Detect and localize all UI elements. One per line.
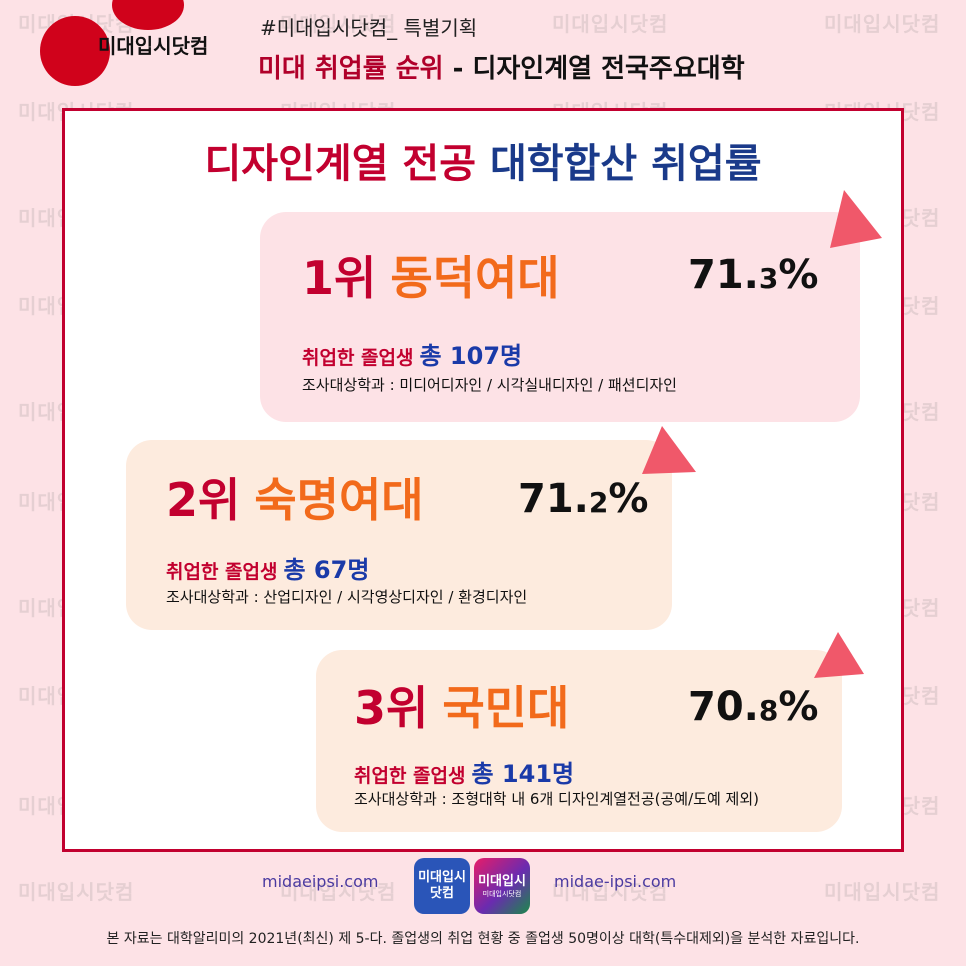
rank-card-1: 1위 동덕여대 71.3% 취업한 졸업생 총 107명 조사대상학과 : 미디어디…	[260, 212, 860, 422]
rank-label: 3위 국민대	[354, 672, 569, 738]
app-icon-line1: 미대입시	[418, 870, 466, 886]
departments: 조사대상학과 : 조형대학 내 6개 디자인계열전공(공예/도예 제외)	[354, 790, 759, 808]
graduates-line: 취업한 졸업생 총 107명	[302, 336, 522, 371]
rank-number: 3위	[354, 681, 429, 735]
rank-card-2: 2위 숙명여대 71.2% 취업한 졸업생 총 67명 조사대상학과 : 산업디자인…	[126, 440, 672, 630]
graduates-label: 취업한 졸업생	[354, 765, 466, 787]
watermark-text: 미대입시닷컴	[552, 12, 669, 36]
employment-rate: 70.8%	[688, 684, 818, 730]
logo-circle-small	[112, 0, 184, 30]
rank-label: 2위 숙명여대	[166, 464, 424, 530]
school-name: 숙명여대	[254, 473, 424, 527]
departments: 조사대상학과 : 미디어디자인 / 시각실내디자인 / 패션디자인	[302, 376, 677, 394]
frame-title-red: 디자인계열 전공	[204, 141, 477, 187]
rank-number: 1위	[302, 251, 377, 305]
page-title-rest: - 디자인계열 전국주요대학	[443, 54, 745, 84]
graduates-label: 취업한 졸업생	[302, 347, 414, 369]
rate-integer: 71.	[688, 252, 759, 298]
site-link-right[interactable]: midae-ipsi.com	[554, 872, 677, 891]
employment-rate: 71.2%	[518, 476, 648, 522]
departments: 조사대상학과 : 산업디자인 / 시각영상디자인 / 환경디자인	[166, 588, 528, 606]
rate-decimal: 8	[758, 694, 779, 727]
rate-unit: %	[778, 252, 819, 298]
page-title: 미대 취업률 순위 - 디자인계열 전국주요대학	[258, 48, 745, 85]
frame-title-blue: 대학합산 취업률	[489, 141, 762, 187]
footnote: 본 자료는 대학알리미의 2021년(최신) 제 5-다. 졸업생의 취업 현황…	[106, 931, 860, 947]
frame-title: 디자인계열 전공 대학합산 취업률	[65, 131, 901, 189]
app-icon-midaeipsi-alt[interactable]: 미대입시 미대입시닷컴	[474, 858, 530, 914]
employment-rate: 71.3%	[688, 252, 818, 298]
rate-unit: %	[778, 684, 819, 730]
graduates-label: 취업한 졸업생	[166, 561, 278, 583]
graduates-total: 총 67명	[283, 556, 370, 584]
app-icon-line2: 미대입시닷컴	[482, 889, 522, 898]
triangle-icon	[830, 190, 882, 248]
rank-number: 2위	[166, 473, 241, 527]
rate-decimal: 3	[758, 262, 779, 295]
watermark-text: 미대입시닷컴	[824, 12, 941, 36]
rank-label: 1위 동덕여대	[302, 242, 560, 308]
page-title-highlight: 미대 취업률 순위	[258, 54, 444, 84]
graduates-total: 총 141명	[471, 760, 575, 788]
graduates-total: 총 107명	[419, 342, 523, 370]
graduates-line: 취업한 졸업생 총 67명	[166, 550, 369, 585]
logo-text: 미대입시닷컴	[98, 34, 209, 58]
rate-unit: %	[608, 476, 649, 522]
graduates-line: 취업한 졸업생 총 141명	[354, 754, 574, 789]
rank-card-3: 3위 국민대 70.8% 취업한 졸업생 총 141명 조사대상학과 : 조형대학 …	[316, 650, 842, 832]
hashtag-title: #미대입시닷컴_ 특별기획	[260, 16, 478, 40]
app-icon-midaeipsi[interactable]: 미대입시 닷컴	[414, 858, 470, 914]
rate-integer: 70.	[688, 684, 759, 730]
app-icon-line1: 미대입시	[478, 874, 526, 889]
app-icon-line2: 닷컴	[430, 886, 454, 901]
triangle-icon	[642, 426, 696, 474]
rate-integer: 71.	[518, 476, 589, 522]
school-name: 국민대	[442, 681, 570, 735]
watermark-text: 미대입시닷컴	[824, 880, 941, 904]
school-name: 동덕여대	[390, 251, 560, 305]
logo-circle	[40, 16, 110, 86]
watermark-text: 미대입시닷컴	[18, 880, 135, 904]
triangle-icon	[814, 632, 864, 678]
rate-decimal: 2	[588, 486, 609, 519]
site-link-left[interactable]: midaeipsi.com	[262, 872, 379, 891]
